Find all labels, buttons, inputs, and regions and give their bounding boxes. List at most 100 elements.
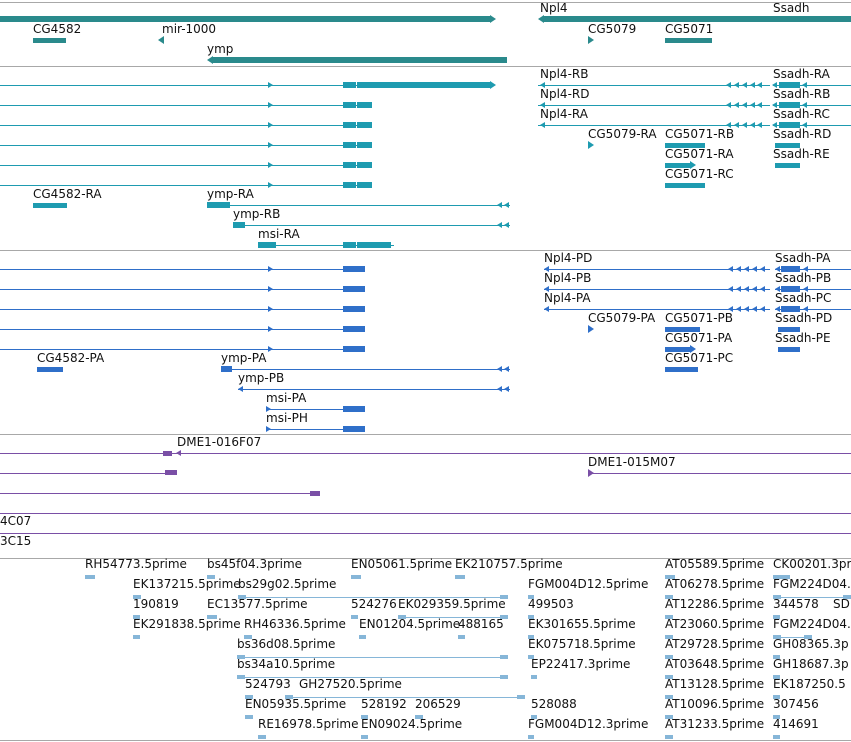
transcript-label: CG5071-PA	[665, 331, 733, 345]
exon-arrow	[760, 266, 765, 272]
exon-block	[163, 450, 172, 456]
est-label: EK187250.5	[773, 677, 846, 691]
gene-label: CG4582	[33, 22, 82, 36]
intron-line	[266, 409, 365, 410]
transcript-label: CG5079-PA	[588, 311, 656, 325]
exon-arrow	[728, 306, 733, 312]
exon-arrow	[268, 306, 273, 312]
exon-block	[207, 575, 215, 579]
exon-block	[665, 326, 700, 332]
exon-block	[779, 82, 800, 88]
exon-arrow	[726, 122, 731, 128]
exon-block	[458, 635, 465, 639]
exon-block	[133, 635, 140, 639]
est-label: EK137215.5prime	[133, 577, 241, 591]
exon-block	[773, 735, 780, 739]
intron-line	[538, 85, 770, 86]
strand-tip	[490, 81, 496, 89]
strand-tip	[690, 161, 696, 169]
exon-arrow	[744, 306, 749, 312]
exon-arrow	[757, 82, 762, 88]
intron-line	[0, 453, 851, 454]
exon-arrow	[750, 102, 755, 108]
exon-arrow	[504, 222, 509, 228]
est-label: AT12286.5prime	[665, 597, 765, 611]
exon-block	[665, 37, 712, 43]
exon-block	[357, 102, 372, 108]
est-label: 528088	[531, 697, 577, 711]
est-label: RH54773.5prime	[85, 557, 187, 571]
strand-tip	[588, 469, 594, 477]
exon-arrow	[540, 82, 545, 88]
exon-block	[357, 82, 490, 88]
transcript-label: Npl4-PD	[544, 251, 593, 265]
est-label: GH08365.3p	[773, 637, 849, 651]
est-label: 488165	[458, 617, 504, 631]
est-label: AT05589.5prime	[665, 557, 765, 571]
transcript-label: Npl4-PA	[544, 291, 591, 305]
exon-arrow	[757, 102, 762, 108]
transcript-label: Ssadh-RA	[773, 67, 830, 81]
clone-label: 3C15	[0, 534, 32, 548]
exon-block	[804, 635, 812, 639]
intron-line	[775, 289, 851, 290]
exon-block	[343, 406, 365, 412]
transcript-label: CG5071-RB	[665, 127, 735, 141]
exon-block	[310, 490, 320, 496]
intron-line	[0, 329, 365, 330]
transcript-label: CG5071-RC	[665, 167, 734, 181]
intron-line	[538, 105, 770, 106]
exon-block	[665, 735, 673, 739]
exon-block	[773, 675, 780, 679]
exon-block	[343, 326, 365, 332]
exon-block	[361, 715, 368, 719]
clone-label: DME1-015M07	[588, 455, 676, 469]
exon-block	[528, 595, 534, 599]
exon-block	[517, 695, 525, 699]
transcript-label: Npl4-RD	[540, 87, 590, 101]
exon-arrow	[268, 122, 273, 128]
intron-line	[0, 125, 372, 126]
intron-line	[0, 533, 851, 534]
exon-arrow	[728, 266, 733, 272]
exon-arrow	[742, 82, 747, 88]
est-label: 524793	[245, 677, 291, 691]
exon-block	[528, 655, 534, 659]
exon-block	[781, 266, 800, 272]
exon-block	[357, 142, 372, 148]
intron-line	[0, 289, 365, 290]
clone-label: 4C07	[0, 514, 32, 528]
exon-arrow	[734, 82, 739, 88]
est-label: AT31233.5prime	[665, 717, 765, 731]
exon-block	[665, 366, 698, 372]
exon-block	[773, 615, 780, 619]
exon-block	[665, 142, 705, 148]
exon-block	[778, 346, 800, 352]
exon-arrow	[504, 366, 509, 372]
exon-block	[221, 366, 232, 372]
exon-block	[773, 695, 780, 699]
exon-block	[500, 595, 508, 599]
exon-block	[500, 675, 508, 679]
exon-arrow	[544, 266, 549, 272]
exon-block	[213, 57, 507, 63]
exon-block	[237, 675, 245, 679]
transcript-label: ymp-RB	[233, 207, 281, 221]
exon-block	[357, 162, 372, 168]
est-label: FGM004D12.5prime	[528, 577, 649, 591]
exon-arrow	[803, 266, 808, 272]
transcript-label: Ssadh-RD	[773, 127, 832, 141]
exon-arrow	[736, 266, 741, 272]
gene-label: CG5079	[588, 22, 637, 36]
exon-arrow	[775, 306, 780, 312]
est-label: GH27520.5prime	[299, 677, 402, 691]
strand-tip	[490, 15, 496, 23]
transcript-label: Ssadh-RE	[773, 147, 830, 161]
transcript-label: ymp-PA	[221, 351, 267, 365]
est-label: EK210757.5prime	[455, 557, 563, 571]
exon-arrow	[742, 122, 747, 128]
exon-block	[843, 595, 851, 599]
exon-block	[343, 286, 365, 292]
exon-block	[415, 715, 423, 719]
exon-block	[258, 735, 266, 739]
